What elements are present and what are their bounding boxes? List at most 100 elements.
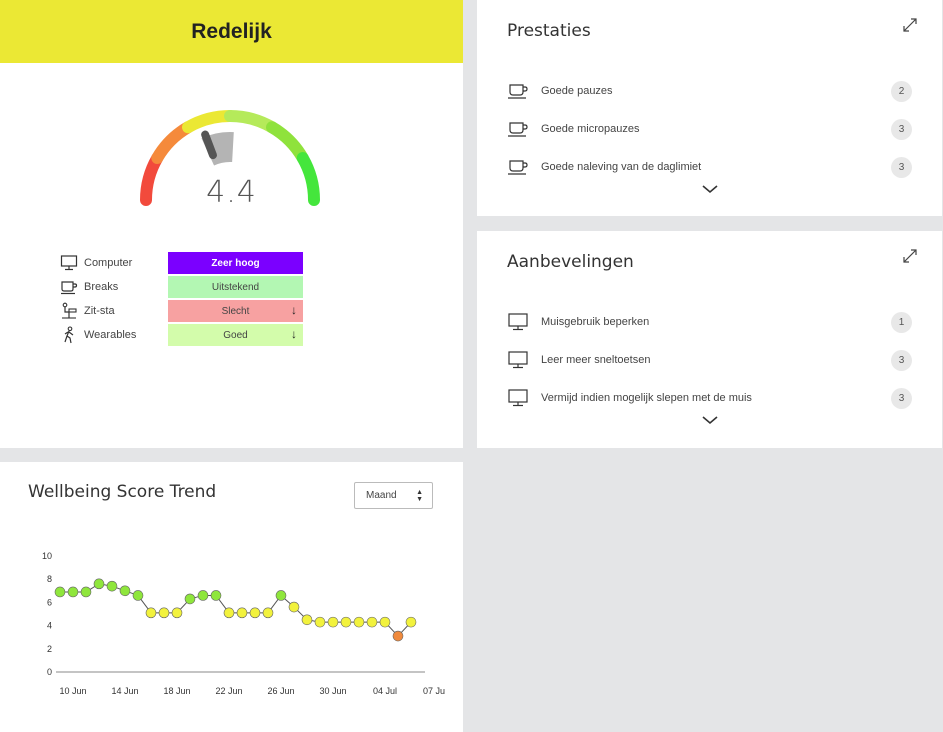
score-value: 4.4 <box>206 175 257 210</box>
data-point <box>262 607 274 619</box>
monitor-icon <box>60 255 78 271</box>
list-item-label: Goede micropauzes <box>541 123 640 135</box>
data-point <box>223 607 235 619</box>
aanbevelingen-title: Aanbevelingen <box>507 252 634 272</box>
category-label: Computer <box>84 257 133 269</box>
chevron-down-icon[interactable] <box>701 414 719 426</box>
x-tick-label: 18 Jun <box>163 686 190 696</box>
data-point <box>197 590 209 601</box>
arrow-down-icon: ↓ <box>291 303 297 317</box>
gauge-segment <box>296 152 320 206</box>
y-tick-label: 0 <box>47 667 52 677</box>
list-item-label: Muisgebruik beperken <box>541 316 650 328</box>
select-arrows-icon: ▲ ▼ <box>416 489 423 503</box>
coffee-cup-icon <box>508 122 528 137</box>
score-card: Redelijk 4.4 Computer Breaks Zit-sta Wea… <box>0 0 463 448</box>
x-tick-label: 07 Ju <box>423 686 445 696</box>
data-point <box>158 607 170 619</box>
data-point <box>236 607 248 619</box>
sit-stand-icon <box>62 302 77 319</box>
rating-zit-sta: Slecht ↓ <box>168 300 303 322</box>
category-label: Wearables <box>84 329 137 341</box>
x-tick-label: 26 Jun <box>267 686 294 696</box>
period-select[interactable]: Maand ▲ ▼ <box>354 482 433 509</box>
data-point <box>301 614 313 626</box>
trend-chart: 0 2 4 6 8 10 10 Jun 14 Jun 18 Jun 22 Jun 26 Jun 30 … <box>42 551 445 696</box>
list-item[interactable]: Muisgebruik beperken 1 <box>507 303 912 341</box>
x-tick-label: 22 Jun <box>215 686 242 696</box>
list-item-label: Vermijd indien mogelijk slepen met de mu… <box>541 392 752 404</box>
prestaties-list: Goede pauzes 2 Goede micropauzes 3 Goede… <box>507 72 912 186</box>
data-point <box>184 593 196 605</box>
data-point <box>314 616 326 628</box>
category-wearables: Wearables <box>60 323 136 347</box>
y-tick-label: 2 <box>47 644 52 654</box>
category-list: Computer Breaks Zit-sta Wearables <box>60 251 136 347</box>
expand-icon[interactable] <box>903 249 917 263</box>
trend-title: Wellbeing Score Trend <box>28 482 217 502</box>
trend-card: 0 2 4 6 8 10 10 Jun 14 Jun 18 Jun 22 Jun 26 Jun 30 … <box>0 462 463 732</box>
x-tick-label: 14 Jun <box>111 686 138 696</box>
chevron-down-icon[interactable] <box>701 183 719 195</box>
rating-list: Zeer hoog Uitstekend Slecht ↓ Goed ↓ <box>168 252 303 348</box>
rating-breaks: Uitstekend <box>168 276 303 298</box>
list-item[interactable]: Goede naleving van de daglimiet 3 <box>507 148 912 186</box>
aanbevelingen-list: Muisgebruik beperken 1 Leer meer sneltoe… <box>507 303 912 417</box>
list-item[interactable]: Goede micropauzes 3 <box>507 110 912 148</box>
arrow-down-icon: ↓ <box>291 327 297 341</box>
rating-computer: Zeer hoog <box>168 252 303 274</box>
aanbevelingen-card: Aanbevelingen Muisgebruik beperken 1 Lee… <box>477 231 942 448</box>
data-point <box>171 607 183 619</box>
count-badge: 2 <box>891 80 912 102</box>
coffee-cup-icon <box>61 281 78 295</box>
category-zit-sta: Zit-sta <box>60 299 136 323</box>
category-computer: Computer <box>60 251 136 275</box>
count-badge: 3 <box>891 349 912 371</box>
expand-icon[interactable] <box>903 18 917 32</box>
data-point <box>392 630 404 642</box>
list-item-label: Goede pauzes <box>541 85 613 97</box>
y-tick-label: 8 <box>47 574 52 584</box>
data-point <box>249 607 261 619</box>
period-select-value: Maand <box>366 490 397 501</box>
monitor-icon <box>508 389 528 407</box>
coffee-cup-icon <box>508 84 528 99</box>
gauge-segment <box>151 121 194 164</box>
data-point <box>327 616 339 628</box>
data-point <box>106 580 118 592</box>
y-tick-label: 10 <box>42 551 52 561</box>
category-breaks: Breaks <box>60 275 136 299</box>
rating-wearables: Goed ↓ <box>168 324 303 346</box>
data-point <box>132 590 144 601</box>
data-point <box>405 616 417 628</box>
list-item-label: Leer meer sneltoetsen <box>541 354 651 366</box>
list-item[interactable]: Goede pauzes 2 <box>507 72 912 110</box>
list-item-label: Goede naleving van de daglimiet <box>541 161 702 173</box>
gauge-segment <box>266 121 309 164</box>
data-point <box>67 586 79 598</box>
gauge-segment <box>224 110 278 134</box>
data-point <box>379 616 391 628</box>
count-badge: 3 <box>891 387 912 409</box>
x-tick-label: 04 Jul <box>373 686 397 696</box>
count-badge: 3 <box>891 118 912 140</box>
data-point <box>210 590 222 601</box>
data-point <box>80 586 92 598</box>
gauge-segment <box>182 110 236 134</box>
x-tick-label: 10 Jun <box>59 686 86 696</box>
y-tick-label: 6 <box>47 597 52 607</box>
data-point <box>93 578 105 590</box>
list-item[interactable]: Vermijd indien mogelijk slepen met de mu… <box>507 379 912 417</box>
data-point <box>340 616 352 628</box>
data-point <box>119 585 131 597</box>
list-item[interactable]: Leer meer sneltoetsen 3 <box>507 341 912 379</box>
y-tick-label: 4 <box>47 621 52 631</box>
category-label: Zit-sta <box>84 305 115 317</box>
data-point <box>145 607 157 619</box>
series-line <box>60 583 412 637</box>
count-badge: 1 <box>891 311 912 333</box>
data-point <box>366 616 378 628</box>
data-point <box>288 601 300 613</box>
walking-person-icon <box>64 326 74 344</box>
data-point <box>353 616 365 628</box>
